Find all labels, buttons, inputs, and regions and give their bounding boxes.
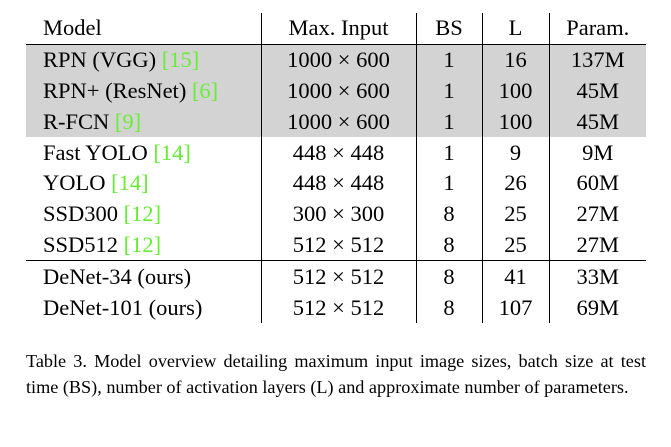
bs-cell: 8 xyxy=(416,198,483,230)
table-row: RPN+ (ResNet) [6] 1000 × 600 1 100 45M xyxy=(26,75,646,107)
bs-cell: 1 xyxy=(416,44,483,76)
model-cell: RPN+ (ResNet) [6] xyxy=(26,75,262,107)
l-cell: 100 xyxy=(482,75,550,107)
max-input-cell: 300 × 300 xyxy=(261,198,417,230)
table-row: YOLO [14] 448 × 448 1 26 60M xyxy=(26,167,646,199)
param-cell: 45M xyxy=(549,106,646,138)
model-name: YOLO xyxy=(43,170,112,196)
model-cell: YOLO [14] xyxy=(26,167,262,199)
l-cell: 16 xyxy=(482,44,550,76)
model-name: Fast YOLO xyxy=(43,139,154,165)
citation-link[interactable]: [9] xyxy=(114,108,142,134)
citation-link[interactable]: [14] xyxy=(111,170,149,196)
header-bs: BS xyxy=(416,13,483,45)
param-cell: 27M xyxy=(576,201,619,227)
table-caption: Table 3. Model overview detailing maximu… xyxy=(26,351,646,397)
model-cell: SSD300 [12] xyxy=(26,198,262,230)
model-name: RPN+ (ResNet) xyxy=(43,77,192,103)
max-input-cell: 1000 × 600 xyxy=(261,44,417,76)
model-cell: DeNet-101 (ours) xyxy=(26,292,262,323)
l-cell: 25 xyxy=(482,229,550,262)
bs-cell: 8 xyxy=(416,260,483,293)
table-row: SSD512 [12] 512 × 512 8 25 27M xyxy=(26,229,646,262)
bs-cell: 8 xyxy=(416,229,483,262)
model-cell: DeNet-34 (ours) xyxy=(26,260,262,293)
model-name: DeNet-34 (ours) xyxy=(43,263,192,289)
bs-cell: 1 xyxy=(416,106,483,138)
l-cell: 41 xyxy=(482,260,550,293)
citation-link[interactable]: [14] xyxy=(153,139,191,165)
l-cell: 26 xyxy=(482,167,550,199)
l-cell: 107 xyxy=(482,292,550,323)
max-input-cell: 512 × 512 xyxy=(261,260,417,293)
bs-cell: 1 xyxy=(416,137,483,168)
l-cell: 100 xyxy=(482,106,550,138)
model-cell: Fast YOLO [14] xyxy=(26,137,262,168)
param-cell: 45M xyxy=(549,75,646,107)
param-cell: 9M xyxy=(582,139,614,165)
bs-cell: 1 xyxy=(416,75,483,107)
table-row: DeNet-101 (ours) 512 × 512 8 107 69M xyxy=(26,292,646,323)
header-max-input: Max. Input xyxy=(261,13,417,45)
param-cell: 27M xyxy=(549,229,646,262)
param-cell: 33M xyxy=(576,263,619,289)
table-row: Fast YOLO [14] 448 × 448 1 9 9M xyxy=(26,137,646,168)
model-name: R-FCN xyxy=(43,108,115,134)
header-param: Param. xyxy=(549,13,646,45)
model-name: SSD512 xyxy=(43,231,124,257)
max-input-cell: 448 × 448 xyxy=(261,167,417,199)
header-l: L xyxy=(482,13,550,45)
max-input-cell: 512 × 512 xyxy=(261,292,417,323)
citation-link[interactable]: [12] xyxy=(123,231,162,257)
model-cell: SSD512 [12] xyxy=(26,229,262,262)
model-cell: R-FCN [9] xyxy=(26,106,262,138)
model-cell: RPN (VGG) [15] xyxy=(26,44,262,76)
table-row: SSD300 [12] 300 × 300 8 25 27M xyxy=(26,198,646,230)
table-row: R-FCN [9] 1000 × 600 1 100 45M xyxy=(26,106,646,138)
param-cell: 69M xyxy=(576,294,619,320)
table-row: RPN (VGG) [15] 1000 × 600 1 16 137M xyxy=(26,44,646,76)
header-model: Model xyxy=(26,13,262,45)
max-input-cell: 1000 × 600 xyxy=(261,75,417,107)
param-cell: 137M xyxy=(549,44,646,76)
table-header-row: Model Max. Input BS L Param. xyxy=(26,13,646,45)
max-input-cell: 448 × 448 xyxy=(261,137,417,168)
max-input-cell: 1000 × 600 xyxy=(261,106,417,138)
citation-link[interactable]: [15] xyxy=(161,47,200,73)
citation-link[interactable]: [6] xyxy=(191,77,219,103)
citation-link[interactable]: [12] xyxy=(123,201,162,227)
l-cell: 9 xyxy=(482,137,550,168)
bs-cell: 1 xyxy=(416,167,483,199)
model-name: SSD300 xyxy=(43,201,124,227)
bs-cell: 8 xyxy=(416,292,483,323)
l-cell: 25 xyxy=(482,198,550,230)
model-overview-table-container: Model Max. Input BS L Param. RPN (VGG) [… xyxy=(26,13,646,323)
model-name: DeNet-101 (ours) xyxy=(43,294,203,320)
max-input-cell: 512 × 512 xyxy=(261,229,417,262)
table-row: DeNet-34 (ours) 512 × 512 8 41 33M xyxy=(26,260,646,293)
model-name: RPN (VGG) xyxy=(43,47,162,73)
param-cell: 60M xyxy=(576,170,619,196)
model-overview-table: Model Max. Input BS L Param. RPN (VGG) [… xyxy=(26,13,646,323)
